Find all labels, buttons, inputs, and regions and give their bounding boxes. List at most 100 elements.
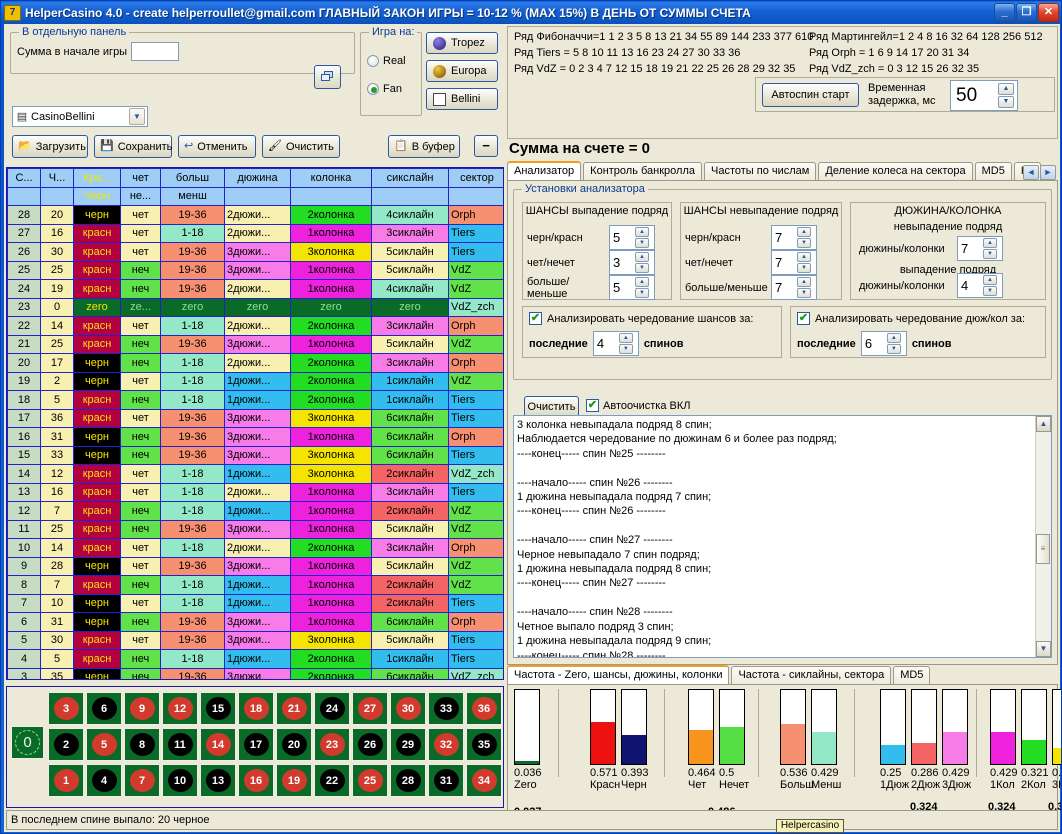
spin-up-icon[interactable]: ▲ xyxy=(797,252,811,262)
table-row[interactable]: 22 14 красн чет 1-18 2дюжи... 2колонка 3сиклайн… xyxy=(7,316,503,336)
roulette-cell[interactable]: 26 xyxy=(352,728,388,761)
roulette-cell[interactable]: 5 xyxy=(86,728,122,761)
chart-tab-zero[interactable]: Частота - Zero, шансы, дюжины, колонки xyxy=(507,665,730,685)
chevron-down-icon[interactable]: ▼ xyxy=(129,108,145,125)
roulette-cell[interactable]: 11 xyxy=(162,728,198,761)
alt-chances-checkbox[interactable]: ✔ xyxy=(529,312,542,325)
delay-spin-arrows[interactable]: ▲ ▼ xyxy=(998,83,1017,108)
th-number[interactable]: Ч... xyxy=(40,168,74,188)
roulette-cell[interactable]: 21 xyxy=(276,692,312,725)
roulette-cell[interactable]: 36 xyxy=(466,692,502,725)
scroll-thumb[interactable]: ≡ xyxy=(1036,534,1050,564)
radio-fan[interactable]: Fan xyxy=(367,83,402,95)
roulette-cell[interactable]: 7 xyxy=(124,764,160,797)
casino-europa-button[interactable]: Europa xyxy=(426,60,498,82)
roulette-cell[interactable]: 19 xyxy=(276,764,312,797)
roulette-cell[interactable]: 24 xyxy=(314,692,350,725)
tab-md5[interactable]: MD5 xyxy=(974,162,1012,181)
taskbar-chip[interactable]: Helpercasino xyxy=(776,819,844,833)
table-row[interactable]: 4 5 красн неч 1-18 1дюжи... 2колонка 1сиклайн Ti… xyxy=(7,649,503,669)
roulette-cell[interactable]: 35 xyxy=(466,728,502,761)
roulette-cell[interactable]: 27 xyxy=(352,692,388,725)
table-row[interactable]: 21 25 красн неч 19-36 3дюжи... 1колонка 5сиклай… xyxy=(7,334,503,354)
roulette-cell[interactable]: 28 xyxy=(390,764,426,797)
load-button[interactable]: 📂 Загрузить xyxy=(12,135,88,158)
casino-select[interactable]: ▤ CasinoBellini ▼ xyxy=(12,106,148,127)
table-row[interactable]: 11 25 красн неч 19-36 3дюжи... 1колонка 5сиклай… xyxy=(7,519,503,539)
autoclean-row[interactable]: ✔ Автоочистка ВКЛ xyxy=(586,399,690,412)
tab-sectors[interactable]: Деление колеса на сектора xyxy=(818,162,973,181)
th-column[interactable]: колонка xyxy=(290,168,372,188)
table-row[interactable]: 27 16 красн чет 1-18 2дюжи... 1колонка 3сиклайн… xyxy=(7,223,503,243)
minimize-button[interactable]: _ xyxy=(994,3,1015,22)
table-row[interactable]: 12 7 красн неч 1-18 1дюжи... 1колонка 2сиклайн V… xyxy=(7,501,503,521)
spin-down-icon[interactable]: ▼ xyxy=(797,263,811,273)
maximize-button[interactable]: ❐ xyxy=(1016,3,1037,22)
roulette-cell[interactable]: 20 xyxy=(276,728,312,761)
roulette-cell[interactable]: 6 xyxy=(86,692,122,725)
spin-down-icon[interactable]: ▼ xyxy=(635,263,649,273)
table-row[interactable]: 26 30 красн чет 19-36 3дюжи... 3колонка 5сиклай… xyxy=(7,242,503,262)
casino-bellini-button[interactable]: Bellini xyxy=(426,88,498,110)
radio-real[interactable]: Real xyxy=(367,55,406,67)
th-red[interactable]: Кра... xyxy=(73,168,121,188)
spin-down-icon[interactable]: ▼ xyxy=(983,286,997,296)
table-row[interactable]: 28 20 черн чет 19-36 2дюжи... 2колонка 4сиклайн… xyxy=(7,205,503,225)
autospin-start-button[interactable]: Автоспин старт xyxy=(762,83,859,107)
scroll-down-icon[interactable]: ▼ xyxy=(1036,641,1051,657)
roulette-cell[interactable]: 29 xyxy=(390,728,426,761)
tab-bankroll[interactable]: Контроль банкролла xyxy=(583,162,703,181)
roulette-cell[interactable]: 12 xyxy=(162,692,198,725)
chances-miss-spin-3[interactable]: 7 ▲ ▼ xyxy=(771,275,817,300)
delay-spinner[interactable]: 50 ▲ ▼ xyxy=(950,80,1018,111)
table-row[interactable]: 24 19 красн неч 19-36 2дюжи... 1колонка 4сиклай… xyxy=(7,279,503,299)
roulette-cell[interactable]: 13 xyxy=(200,764,236,797)
dozen-miss-spin[interactable]: 7 ▲ ▼ xyxy=(957,236,1003,261)
table-row[interactable]: 18 5 красн неч 1-18 1дюжи... 2колонка 1сиклайн T… xyxy=(7,390,503,410)
spin-up-icon[interactable]: ▲ xyxy=(618,333,633,343)
spin-up-icon[interactable]: ▲ xyxy=(635,227,649,237)
roulette-board[interactable]: 0 3 6 9 12 15 18 21 24 27 30 33 36 2 5 8 11 14 17 20 23 26 29… xyxy=(6,686,504,808)
minus-button[interactable]: − xyxy=(474,135,498,157)
table-row[interactable]: 14 12 красн чет 1-18 1дюжи... 3колонка 2сиклайн… xyxy=(7,464,503,484)
spin-up-icon[interactable]: ▲ xyxy=(797,277,811,287)
chances-hit-spin-3[interactable]: 5 ▲ ▼ xyxy=(609,275,655,300)
tab-frequency[interactable]: Частоты по числам xyxy=(704,162,817,181)
table-row[interactable]: 5 30 красн чет 19-36 3дюжи... 3колонка 5сиклайн… xyxy=(7,630,503,650)
tab-scroll-buttons[interactable]: ◄ ► xyxy=(1023,165,1056,180)
table-row[interactable]: 10 14 красн чет 1-18 2дюжи... 2колонка 3сиклайн… xyxy=(7,538,503,558)
scroll-up-icon[interactable]: ▲ xyxy=(1036,416,1051,432)
log-scrollbar[interactable]: ▲ ≡ ▼ xyxy=(1035,416,1051,657)
chart-tab-md5[interactable]: MD5 xyxy=(893,666,931,685)
spin-down-icon[interactable]: ▼ xyxy=(886,344,901,354)
th-high[interactable]: больш xyxy=(160,168,225,188)
undo-button[interactable]: ↩ Отменить xyxy=(178,135,256,158)
chances-miss-spin-1[interactable]: 7 ▲ ▼ xyxy=(771,225,817,250)
roulette-cell[interactable]: 23 xyxy=(314,728,350,761)
roulette-cell[interactable]: 15 xyxy=(200,692,236,725)
save-button[interactable]: 💾 Сохранить xyxy=(94,135,172,158)
alt-dozen-checkbox-row[interactable]: ✔ Анализировать чередование дюж/кол за: xyxy=(797,312,1025,325)
th-index[interactable]: С... xyxy=(7,168,41,188)
alt-chances-checkbox-row[interactable]: ✔ Анализировать чередование шансов за: xyxy=(529,312,753,325)
spin-down-icon[interactable]: ▼ xyxy=(983,249,997,259)
roulette-cell[interactable]: 34 xyxy=(466,764,502,797)
roulette-cell-zero[interactable]: 0 xyxy=(11,726,44,759)
roulette-cell[interactable]: 16 xyxy=(238,764,274,797)
roulette-cell[interactable]: 33 xyxy=(428,692,464,725)
spin-up-icon[interactable]: ▲ xyxy=(886,333,901,343)
chances-hit-spin-2[interactable]: 3 ▲ ▼ xyxy=(609,250,655,275)
copy-buffer-button[interactable]: 📋 В буфер xyxy=(388,135,460,158)
roulette-cell[interactable]: 17 xyxy=(238,728,274,761)
tab-scroll-left-icon[interactable]: ◄ xyxy=(1023,165,1039,180)
tab-scroll-right-icon[interactable]: ► xyxy=(1040,165,1056,180)
chances-miss-spin-2[interactable]: 7 ▲ ▼ xyxy=(771,250,817,275)
roulette-cell[interactable]: 10 xyxy=(162,764,198,797)
roulette-cell[interactable]: 25 xyxy=(352,764,388,797)
tab-analyzer[interactable]: Анализатор xyxy=(507,161,582,181)
roulette-cell[interactable]: 1 xyxy=(48,764,84,797)
table-row[interactable]: 15 33 черн неч 19-36 3дюжи... 3колонка 6сиклайн… xyxy=(7,445,503,465)
alt-chances-spin[interactable]: 4 ▲ ▼ xyxy=(592,331,639,356)
table-row[interactable]: 17 36 красн чет 19-36 3дюжи... 3колонка 6сиклай… xyxy=(7,408,503,428)
delay-up-icon[interactable]: ▲ xyxy=(998,83,1014,95)
